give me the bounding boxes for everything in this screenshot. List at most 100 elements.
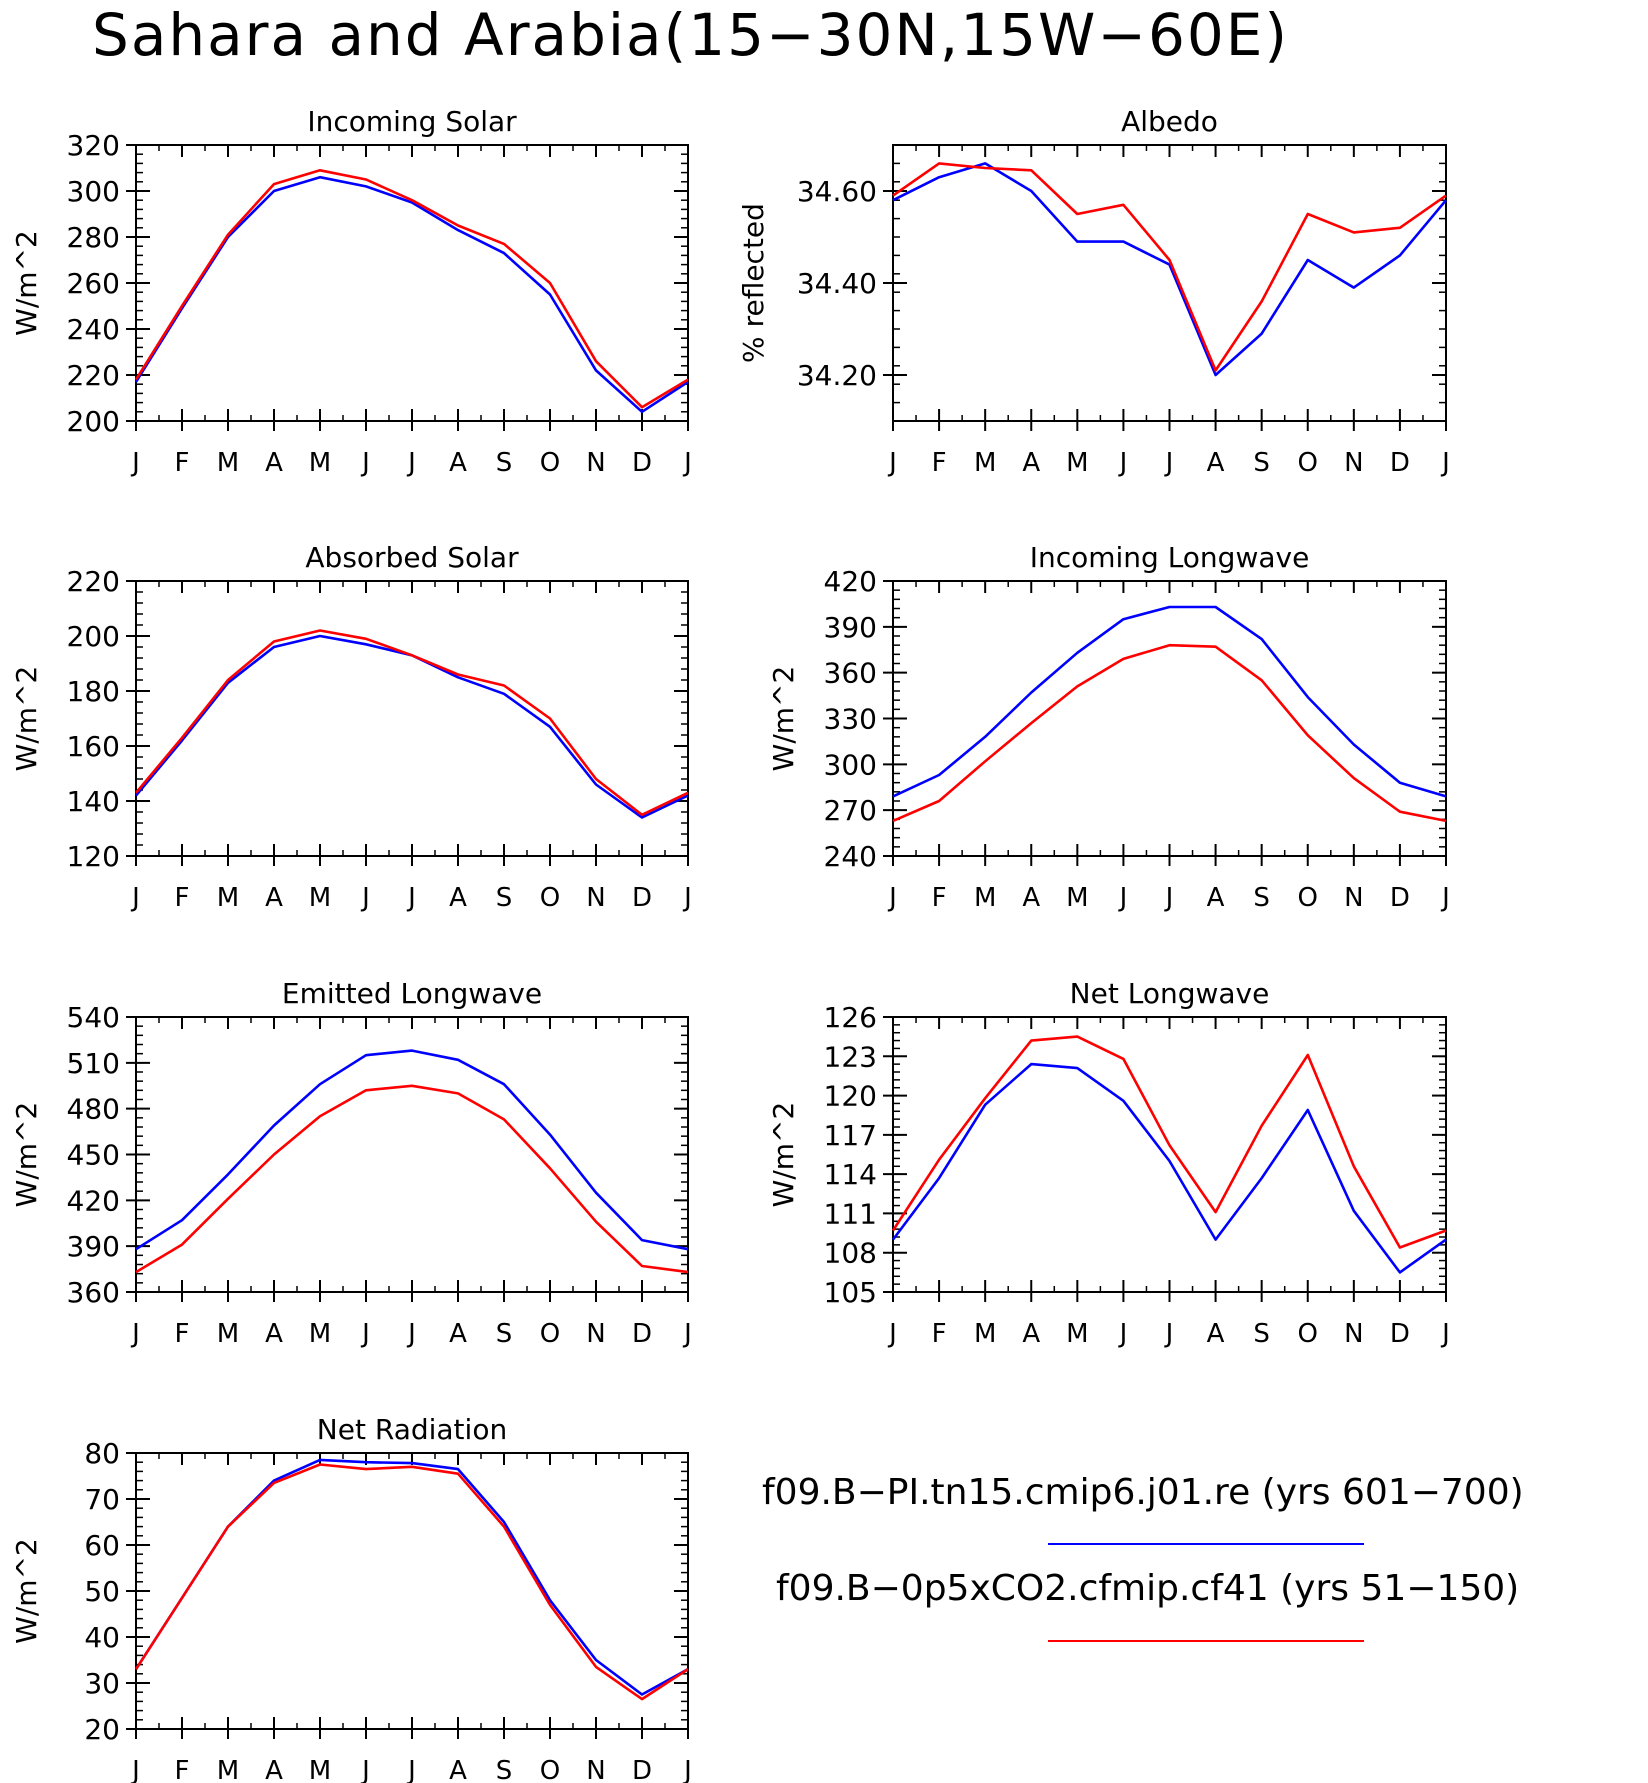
x-tick-label: J	[130, 448, 140, 478]
series-line	[892, 605, 1447, 798]
x-tick-label: F	[175, 1319, 190, 1349]
x-tick-label: J	[130, 1319, 140, 1349]
y-tick-label: 510	[67, 1047, 120, 1080]
chart-title: Emitted Longwave	[282, 977, 542, 1010]
chart-title: Net Radiation	[317, 1413, 507, 1446]
y-tick-label: 120	[824, 1080, 877, 1113]
y-axis-label: W/m^2	[10, 1538, 43, 1644]
x-tick-label: O	[540, 1756, 560, 1783]
chart-panel: J F M A M J J A S O N D J120140160180200220Absorbed …	[10, 541, 692, 913]
x-tick-label: M	[217, 1756, 239, 1783]
y-tick-label: 200	[67, 405, 120, 438]
x-tick-label: O	[540, 883, 560, 913]
x-tick-label: D	[632, 1756, 652, 1783]
y-tick-label: 140	[67, 785, 120, 818]
x-tick-label: M	[217, 883, 239, 913]
x-tick-label: A	[1022, 883, 1040, 913]
y-tick-label: 34.40	[797, 267, 877, 300]
legend-entry-line	[1048, 1640, 1364, 1642]
x-tick-label: A	[265, 1319, 283, 1349]
x-tick-label: J	[682, 1756, 692, 1783]
y-tick-label: 300	[67, 175, 120, 208]
chart-panel: J F M A M J J A S O N D J240270300330360390420Incomi…	[767, 541, 1450, 913]
x-tick-label: D	[1390, 883, 1410, 913]
y-tick-label: 70	[84, 1483, 120, 1516]
y-tick-label: 80	[84, 1437, 120, 1470]
series-line	[134, 1458, 689, 1696]
y-axis-label: W/m^2	[10, 666, 43, 772]
x-tick-label: J	[406, 1756, 416, 1783]
y-axis-label: % reflected	[737, 203, 770, 363]
x-tick-label: J	[406, 1319, 416, 1349]
series-line	[135, 1049, 689, 1251]
y-tick-label: 105	[824, 1276, 877, 1309]
y-tick-label: 330	[824, 703, 877, 736]
y-tick-label: 480	[67, 1093, 120, 1126]
series-line	[891, 1062, 1447, 1274]
x-tick-label: F	[932, 448, 947, 478]
x-tick-label: S	[496, 1319, 513, 1349]
series-line	[892, 162, 1447, 377]
x-tick-label: S	[496, 883, 513, 913]
y-axis-label: W/m^2	[10, 1102, 43, 1208]
y-tick-label: 30	[84, 1667, 120, 1700]
series-line	[134, 169, 689, 409]
x-tick-label: M	[1066, 1319, 1088, 1349]
y-tick-label: 320	[67, 129, 120, 162]
x-tick-label: A	[449, 1319, 467, 1349]
x-tick-label: M	[309, 1319, 331, 1349]
plot-frame	[892, 1016, 1447, 1293]
x-tick-label: J	[360, 1319, 370, 1349]
x-tick-label: J	[360, 1756, 370, 1783]
x-tick-label: A	[1207, 883, 1225, 913]
y-tick-label: 260	[67, 267, 120, 300]
chart-title: Albedo	[1121, 105, 1218, 138]
y-tick-label: 390	[67, 1230, 120, 1263]
x-tick-label: S	[1253, 448, 1270, 478]
x-tick-label: J	[406, 883, 416, 913]
x-tick-label: M	[309, 1756, 331, 1783]
y-tick-label: 200	[67, 620, 120, 653]
x-tick-label: J	[682, 883, 692, 913]
series-line	[892, 643, 1447, 823]
y-tick-label: 123	[824, 1040, 877, 1073]
x-tick-label: J	[1164, 883, 1174, 913]
x-tick-label: A	[265, 883, 283, 913]
x-tick-label: N	[586, 1756, 605, 1783]
x-tick-label: N	[1344, 1319, 1363, 1349]
x-tick-label: D	[1390, 1319, 1410, 1349]
x-tick-label: A	[1022, 448, 1040, 478]
x-tick-label: M	[974, 1319, 996, 1349]
chart-panel: J F M A M J J A S O N D J105108111114117120123126Net…	[767, 977, 1450, 1349]
x-tick-label: F	[932, 883, 947, 913]
x-tick-label: M	[217, 1319, 239, 1349]
x-tick-label: D	[632, 448, 652, 478]
x-tick-label: J	[1164, 1319, 1174, 1349]
page-title: Sahara and Arabia(15−30N,15W−60E)	[92, 1, 1289, 69]
chart-title: Incoming Longwave	[1030, 541, 1310, 574]
x-tick-label: J	[360, 448, 370, 478]
x-tick-label: A	[1207, 1319, 1225, 1349]
x-tick-label: F	[175, 1756, 190, 1783]
chart-panel: J F M A M J J A S O N D J200220240260280300320Incomi…	[10, 105, 692, 478]
chart-panel: J F M A M J J A S O N D J360390420450480510540Emitte…	[10, 977, 692, 1349]
x-tick-label: M	[309, 448, 331, 478]
y-tick-label: 160	[67, 730, 120, 763]
x-tick-label: M	[974, 448, 996, 478]
x-tick-label: J	[1164, 448, 1174, 478]
x-tick-label: O	[1298, 883, 1318, 913]
y-tick-label: 50	[84, 1575, 120, 1608]
x-tick-label: N	[1344, 448, 1363, 478]
y-tick-label: 34.60	[797, 175, 877, 208]
x-tick-label: J	[887, 1319, 897, 1349]
x-tick-label: J	[887, 448, 897, 478]
y-tick-label: 300	[824, 748, 877, 781]
y-tick-label: 240	[67, 313, 120, 346]
y-tick-label: 540	[67, 1001, 120, 1034]
x-tick-label: D	[632, 883, 652, 913]
x-tick-label: J	[682, 1319, 692, 1349]
x-tick-label: O	[1298, 448, 1318, 478]
series-line	[135, 629, 689, 817]
